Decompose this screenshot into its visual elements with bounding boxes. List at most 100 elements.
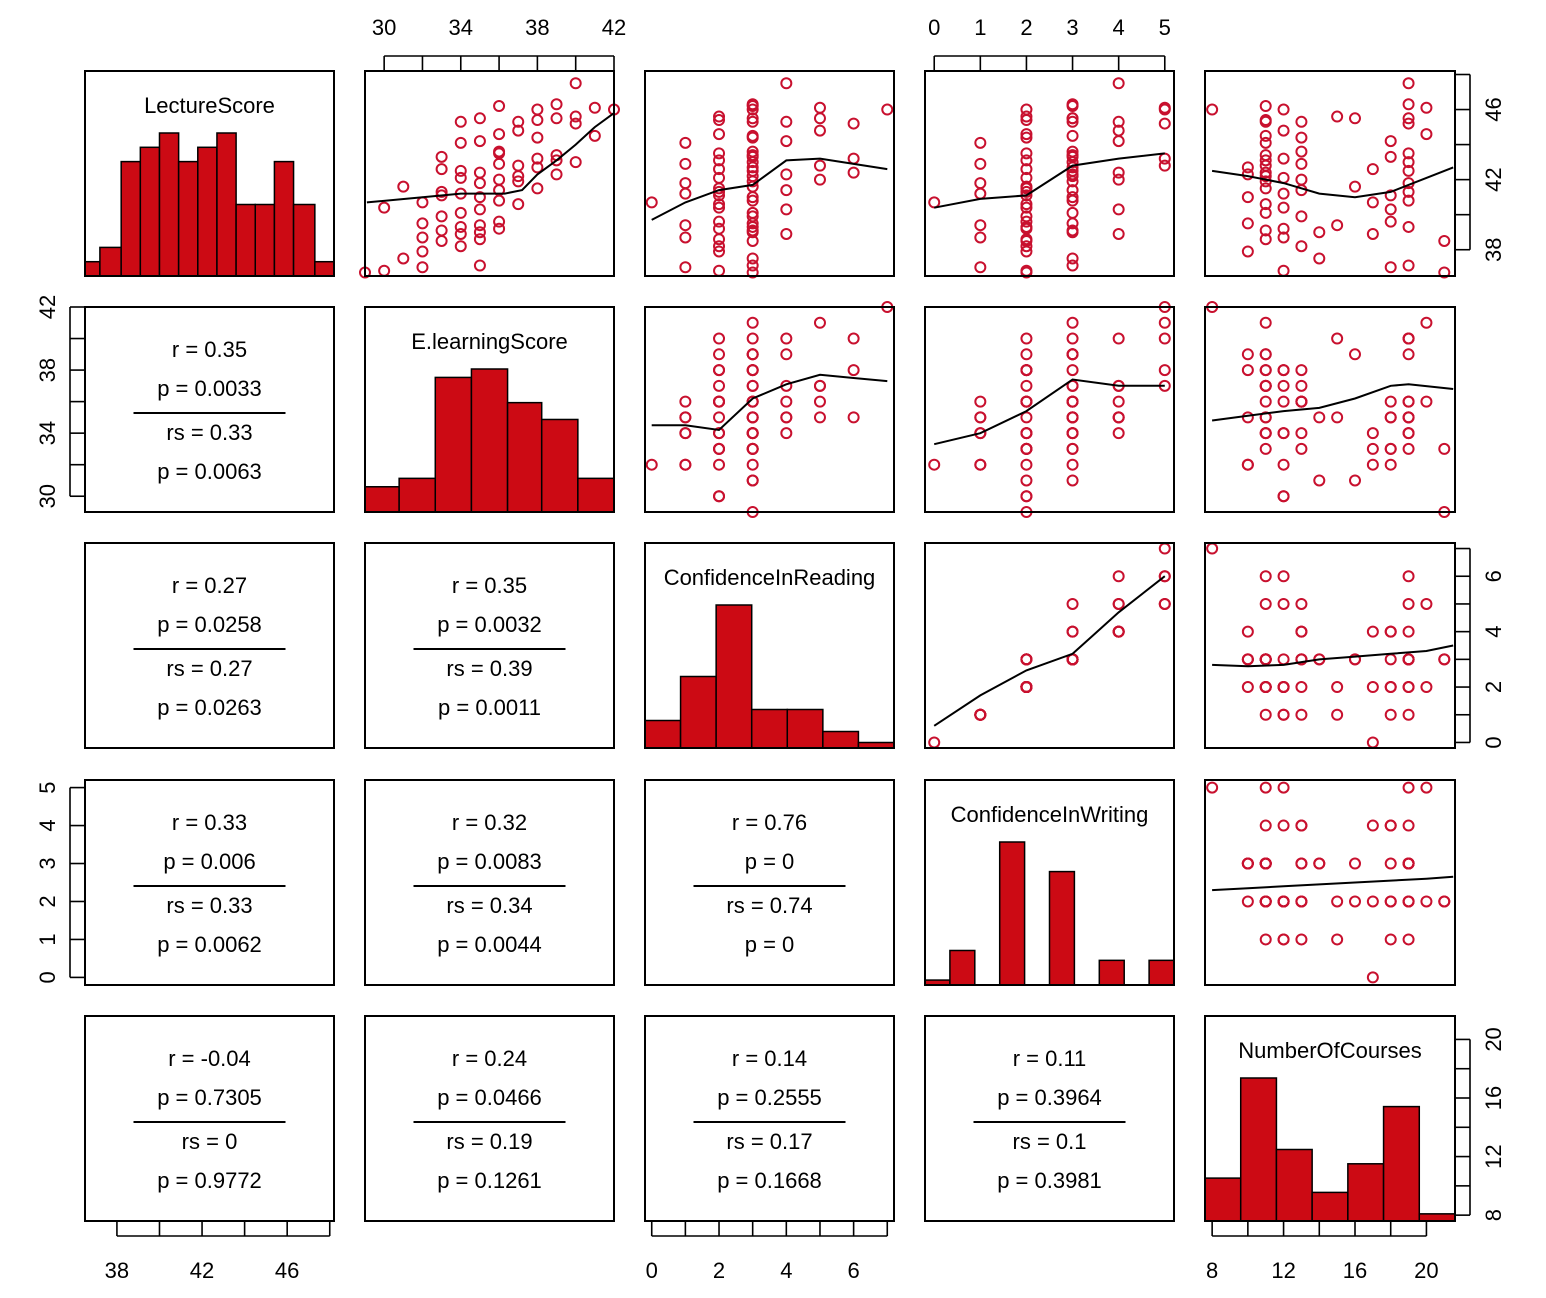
axis-bottom-0 (116, 1221, 331, 1237)
data-point (1066, 217, 1079, 230)
data-point (645, 458, 658, 471)
data-point (1066, 474, 1079, 487)
data-point (1438, 895, 1451, 908)
points-1-3 (928, 301, 1171, 518)
spearman-rs: rs = 0.33 (166, 420, 252, 445)
panel-0-1 (359, 70, 620, 279)
spearman-rs: rs = 0 (182, 1129, 238, 1154)
data-point (1020, 458, 1033, 471)
data-point (713, 154, 726, 167)
data-point (1112, 166, 1125, 179)
data-point (1384, 708, 1397, 721)
data-point (746, 252, 759, 265)
data-point (473, 226, 486, 239)
data-point (1402, 77, 1415, 90)
data-point (1259, 427, 1272, 440)
data-point (1020, 266, 1033, 279)
data-point (550, 168, 563, 181)
pearson-p: p = 0.0466 (437, 1085, 542, 1110)
data-point (493, 173, 506, 186)
tick-label: 8 (1206, 1258, 1218, 1283)
pearson-r: r = 0.14 (732, 1046, 807, 1071)
data-point (1112, 427, 1125, 440)
data-point (1020, 114, 1033, 127)
data-point (713, 222, 726, 235)
data-point (1402, 442, 1415, 455)
data-point (1259, 857, 1272, 870)
tick-label: 2 (1020, 15, 1032, 40)
data-point (974, 261, 987, 274)
data-point (1295, 210, 1308, 223)
histogram-bar (1382, 1105, 1421, 1222)
data-point (1158, 542, 1171, 555)
histogram-bar (750, 708, 789, 749)
data-point (746, 427, 759, 440)
data-point (928, 458, 941, 471)
histogram-bar (1048, 870, 1076, 986)
data-point (780, 77, 793, 90)
data-point (1366, 163, 1379, 176)
data-point (713, 163, 726, 176)
tick-label: 42 (602, 15, 626, 40)
data-point (473, 203, 486, 216)
data-point (1366, 442, 1379, 455)
histogram-bar (1098, 959, 1125, 986)
data-point (1295, 395, 1308, 408)
data-point (928, 736, 941, 749)
data-point (1331, 681, 1344, 694)
data-point (713, 233, 726, 246)
panel-frame (1204, 779, 1456, 986)
data-point (746, 100, 759, 113)
data-point (1277, 231, 1290, 244)
data-point (1259, 570, 1272, 583)
data-point (713, 215, 726, 228)
points-2-3 (928, 542, 1171, 749)
tick-label: 42 (190, 1258, 214, 1283)
variable-name-4: NumberOfCourses (1238, 1038, 1421, 1063)
data-point (1112, 135, 1125, 148)
data-point (1295, 653, 1308, 666)
data-point (1259, 348, 1272, 361)
panel-frame (924, 779, 1175, 986)
panel-2-2 (644, 542, 895, 749)
data-point (1020, 163, 1033, 176)
data-point (1277, 781, 1290, 794)
data-point (1295, 708, 1308, 721)
data-point (780, 203, 793, 216)
data-point (550, 98, 563, 111)
data-point (1206, 103, 1219, 116)
data-point (746, 348, 759, 361)
spearman-p: p = 0.0063 (157, 459, 262, 484)
data-point (813, 379, 826, 392)
data-point (512, 124, 525, 137)
data-point (378, 201, 391, 214)
data-point (974, 136, 987, 149)
data-point (1259, 233, 1272, 246)
data-point (1066, 348, 1079, 361)
data-point (847, 152, 860, 165)
data-point (1384, 857, 1397, 870)
pearson-r: r = -0.04 (168, 1046, 251, 1071)
data-point (454, 136, 467, 149)
data-point (1112, 227, 1125, 240)
data-point (746, 234, 759, 247)
tick-label: 0 (646, 1258, 658, 1283)
panel-0-3 (924, 70, 1175, 279)
data-point (1241, 245, 1254, 258)
tick-label: 4 (35, 819, 60, 831)
histogram-bar (84, 260, 101, 277)
data-point (1277, 171, 1290, 184)
spearman-p: p = 0.1668 (717, 1168, 822, 1193)
panel-2-1 (364, 542, 615, 749)
data-point (1277, 124, 1290, 137)
data-point (1066, 161, 1079, 174)
data-point (1402, 156, 1415, 169)
data-point (531, 114, 544, 127)
points-3-4 (1206, 781, 1451, 984)
data-point (1206, 542, 1219, 555)
data-point (713, 332, 726, 345)
data-point (1384, 135, 1397, 148)
data-point (1331, 708, 1344, 721)
loess-line (366, 112, 615, 204)
data-point (813, 316, 826, 329)
